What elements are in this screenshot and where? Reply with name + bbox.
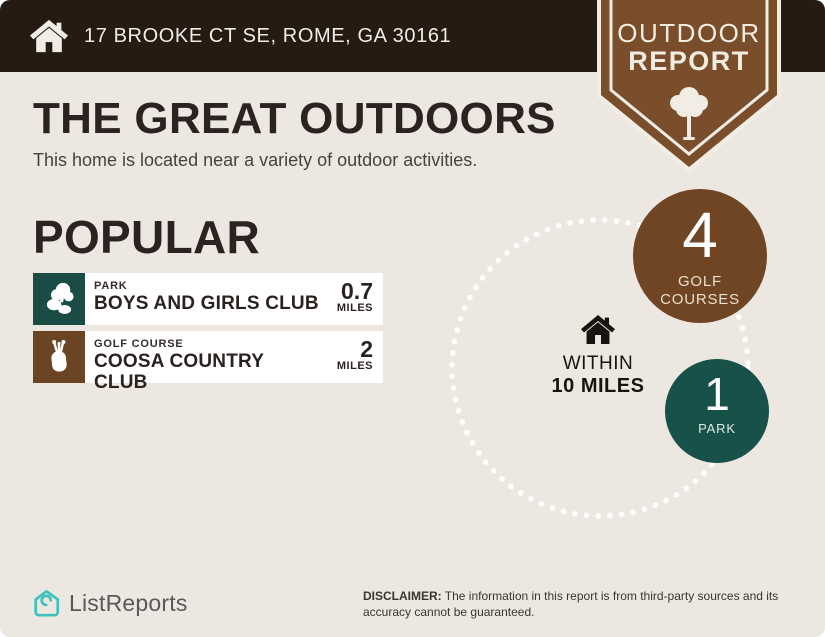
popular-list: PARK BOYS AND GIRLS CLUB 0.7 MILES <box>33 273 383 393</box>
badge-pennant-shape <box>597 0 781 173</box>
disclaimer-label: DISCLAIMER: <box>363 589 442 603</box>
park-icon <box>46 282 74 314</box>
disclaimer-text: DISCLAIMER: The information in this repo… <box>363 588 803 620</box>
outdoor-report-badge: OUTDOOR REPORT <box>597 0 781 174</box>
page-subtitle: This home is located near a variety of o… <box>33 150 478 170</box>
list-item-golf-course: GOLF COURSE COOSA COUNTRY CLUB 2 MILES <box>33 331 383 393</box>
home-icon <box>30 19 68 53</box>
list-item-distance: 2 MILES <box>319 331 383 383</box>
listreports-logo-icon <box>34 590 60 617</box>
distance-value: 0.7 <box>341 278 373 304</box>
golf-icon-tile <box>33 331 85 383</box>
brand-name: ListReports <box>69 590 188 616</box>
park-label: PARK <box>698 421 736 436</box>
park-bubble: 1 PARK <box>665 359 769 463</box>
distance-unit: MILES <box>336 360 373 373</box>
golf-courses-label: GOLF COURSES <box>660 273 740 308</box>
page-title: THE GREAT OUTDOORS <box>33 94 556 143</box>
park-count: 1 <box>704 368 730 420</box>
list-item-category: PARK <box>94 280 128 292</box>
listreports-brand: ListReports <box>33 589 188 618</box>
list-item-park: PARK BOYS AND GIRLS CLUB 0.7 MILES <box>33 273 383 325</box>
golf-courses-count: 4 <box>682 199 718 271</box>
list-item-distance: 0.7 MILES <box>319 273 383 325</box>
badge-line2: REPORT <box>628 46 750 77</box>
list-item-text: PARK BOYS AND GIRLS CLUB <box>85 273 319 325</box>
home-marker-icon <box>581 315 615 344</box>
golf-courses-bubble: 4 GOLF COURSES <box>633 189 767 323</box>
park-icon-tile <box>33 273 85 325</box>
distance-unit: MILES <box>336 302 373 315</box>
list-item-category: GOLF COURSE <box>94 338 184 350</box>
badge-text: OUTDOOR REPORT <box>597 18 781 77</box>
popular-heading: POPULAR <box>33 211 261 263</box>
tree-icon <box>670 87 708 140</box>
within-label: WITHIN <box>562 353 634 374</box>
list-item-name: BOYS AND GIRLS CLUB <box>94 292 319 314</box>
list-item-name: COOSA COUNTRY CLUB <box>94 350 264 394</box>
badge-line1: OUTDOOR <box>617 18 761 48</box>
disclaimer-body: The information in this report is from t… <box>363 589 779 620</box>
radius-dotted-circle <box>449 217 751 519</box>
distance-value: 2 <box>360 336 373 362</box>
miles-label: 10 MILES <box>551 375 645 397</box>
list-item-text: GOLF COURSE COOSA COUNTRY CLUB <box>85 331 319 393</box>
radius-center-label: WITHIN 10 MILES <box>535 314 661 398</box>
golf-bag-icon <box>51 340 67 372</box>
property-address: 17 BROOKE CT SE, ROME, GA 30161 <box>84 24 452 47</box>
